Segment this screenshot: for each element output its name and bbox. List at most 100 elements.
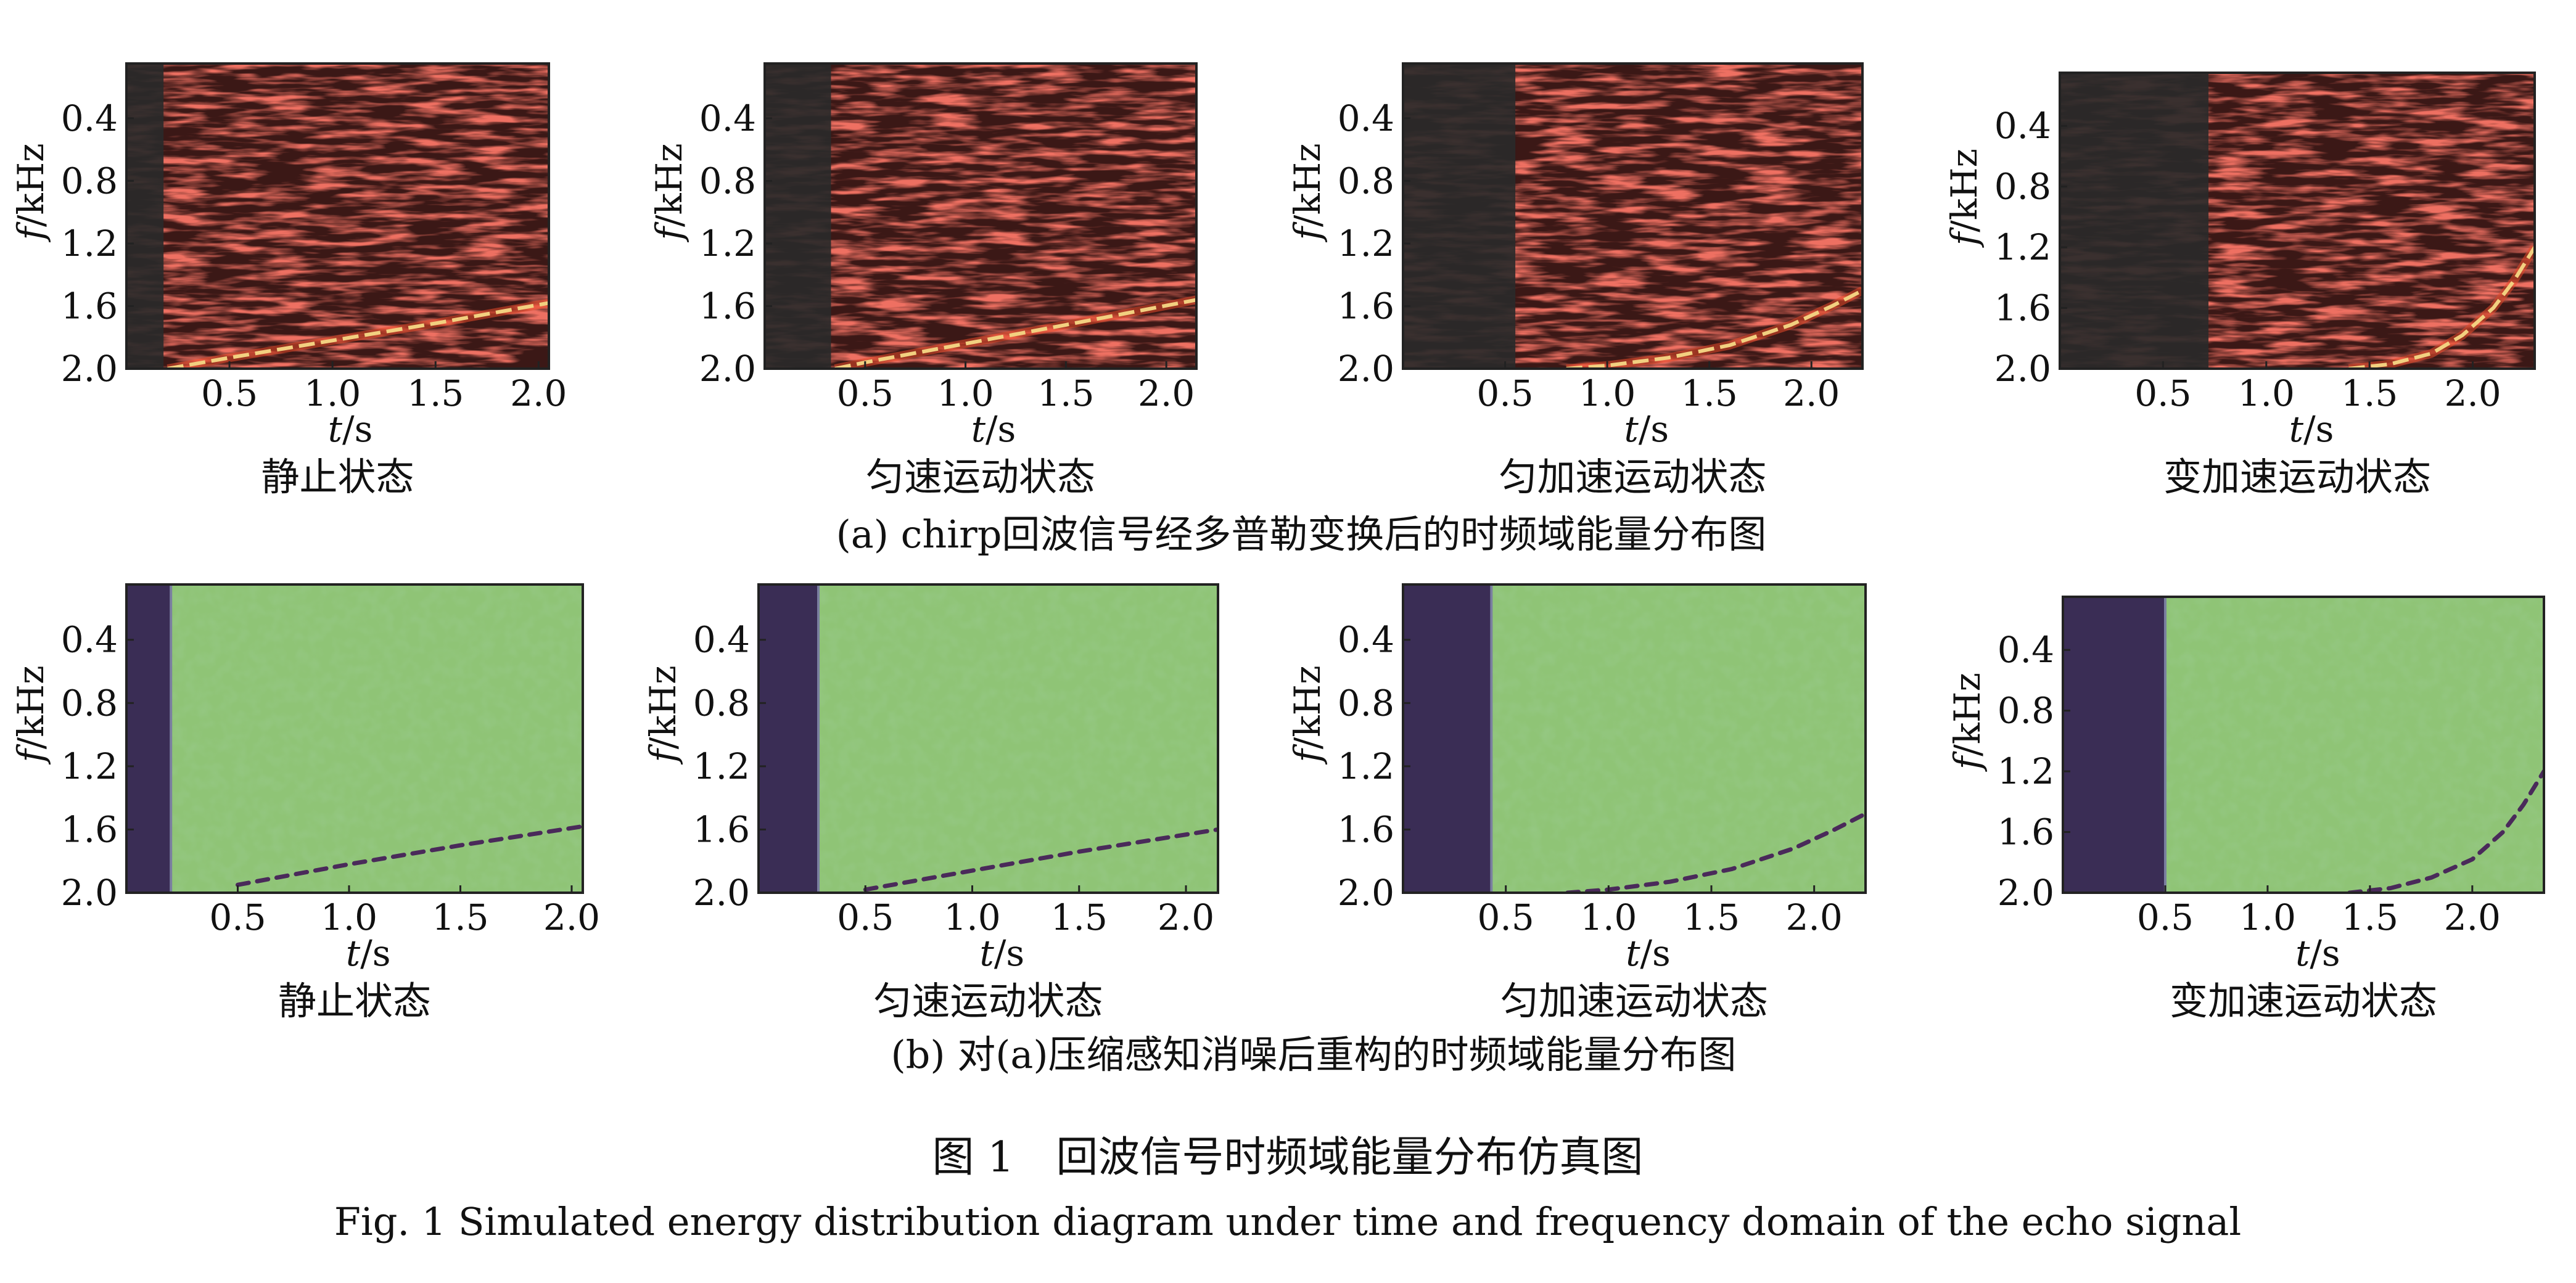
- x-axis-label: t/s: [1624, 408, 1669, 450]
- x-tick-label: 2.0: [1158, 896, 1214, 938]
- x-tick-label: 0.5: [209, 896, 266, 938]
- panel-a-3: 0.4 0.8 1.2 1.6 2.0 0.5 1.0 1.5 2.0 t/s f/kHz 匀加速运动…: [1286, 62, 1864, 499]
- y-axis-label: f/kHz: [1943, 149, 1985, 248]
- plot-frame: [2062, 596, 2545, 894]
- panel-a-1: 0.4 0.8 1.2 1.6 2.0 0.5 1.0 1.5 2.0 t/s f/kHz 静止状态: [10, 62, 567, 499]
- dark-band: [2060, 73, 2209, 369]
- y-tick-label: 0.4: [1998, 629, 2054, 671]
- plot-area: [765, 64, 1196, 369]
- y-tick-label: 2.0: [61, 348, 118, 390]
- x-tick-label: 2.0: [543, 896, 600, 938]
- x-tick-label: 0.5: [837, 896, 894, 938]
- y-tick-label: 0.8: [61, 160, 118, 202]
- dark-band: [126, 584, 171, 893]
- y-tick-label: 2.0: [1338, 348, 1394, 390]
- x-tick-label: 1.5: [1037, 372, 1094, 414]
- y-tick-label: 0.8: [61, 682, 118, 724]
- x-tick-label: 0.5: [201, 372, 258, 414]
- figure-title-cn: 图 1 回波信号时频域能量分布仿真图: [932, 1133, 1644, 1182]
- plot-area: [759, 584, 1218, 893]
- y-tick-label: 1.6: [1338, 808, 1394, 850]
- y-tick-label: 1.6: [61, 808, 118, 850]
- y-tick-label: 1.2: [1998, 750, 2054, 792]
- x-tick-label: 1.0: [321, 896, 377, 938]
- y-tick-label: 0.4: [1338, 619, 1394, 661]
- x-tick-label: 1.0: [304, 372, 361, 414]
- noise-texture: [126, 64, 549, 369]
- x-tick-label: 2.0: [1786, 896, 1843, 938]
- signal-trace: [236, 824, 583, 887]
- x-tick-label: 1.5: [407, 372, 464, 414]
- x-axis-label: t/s: [971, 408, 1016, 450]
- panel-caption: 匀速运动状态: [866, 454, 1095, 499]
- x-axis-label: t/s: [328, 408, 373, 450]
- x-tick-label: 2.0: [2444, 896, 2501, 938]
- x-tick-label: 0.5: [837, 372, 894, 414]
- x-tick-label: 1.0: [937, 372, 994, 414]
- x-tick-label: 0.5: [1476, 372, 1533, 414]
- x-tick-label: 1.0: [944, 896, 1000, 938]
- panel-a-2: 0.4 0.8 1.2 1.6 2.0 0.5 1.0 1.5 2.0 t/s f/kHz 匀速运动状…: [648, 62, 1198, 499]
- y-axis-label: f/kHz: [648, 143, 690, 242]
- y-tick-label: 2.0: [1998, 872, 2054, 914]
- plot-area: [1403, 64, 1862, 369]
- y-tick-label: 2.0: [61, 872, 118, 914]
- y-tick-label: 1.6: [1998, 811, 2054, 853]
- y-tick-label: 0.4: [1338, 97, 1394, 139]
- panel-b-2: 0.4 0.8 1.2 1.6 2.0 0.5 1.0 1.5 2.0 t/s f/kHz 匀速运动状…: [642, 583, 1219, 1023]
- y-tick-label: 0.8: [699, 160, 756, 202]
- x-tick-label: 1.5: [2341, 372, 2398, 414]
- x-axis-label: t/s: [2295, 932, 2340, 974]
- group-caption-b: (b) 对(a)压缩感知消噪后重构的时频域能量分布图: [891, 1032, 1736, 1077]
- panel-b-4: 0.4 0.8 1.2 1.6 2.0 0.5 1.0 1.5 2.0 t/s f/kHz 变加速运动…: [1946, 596, 2545, 1023]
- y-axis-label: f/kHz: [10, 143, 52, 242]
- panel-caption: 匀速运动状态: [873, 978, 1103, 1023]
- dark-band: [759, 584, 819, 893]
- x-tick-label: 2.0: [510, 372, 567, 414]
- x-tick-label: 2.0: [1138, 372, 1195, 414]
- plot-frame: [757, 583, 1219, 894]
- y-tick-label: 2.0: [1338, 872, 1394, 914]
- signal-trace: [2348, 246, 2535, 369]
- plot-area: [2063, 597, 2544, 893]
- dark-band: [1403, 64, 1516, 369]
- y-tick-label: 1.6: [693, 808, 750, 850]
- plot-frame: [125, 62, 550, 370]
- x-axis-label: t/s: [1626, 932, 1671, 974]
- dark-band: [126, 64, 164, 369]
- y-tick-label: 0.8: [1998, 690, 2054, 732]
- x-axis-label: t/s: [2289, 408, 2334, 450]
- x-axis-label: t/s: [980, 932, 1025, 974]
- y-tick-label: 1.2: [1338, 223, 1394, 264]
- y-tick-label: 0.4: [1994, 105, 2051, 147]
- plot-area: [126, 584, 583, 893]
- panel-caption: 匀加速运动状态: [1500, 978, 1768, 1023]
- signal-trace: [167, 301, 549, 369]
- y-tick-label: 1.2: [1994, 226, 2051, 268]
- plot-area: [1403, 584, 1866, 893]
- dark-band: [765, 64, 831, 369]
- panel-caption: 变加速运动状态: [2163, 454, 2431, 499]
- x-tick-label: 1.5: [2342, 896, 2398, 938]
- y-axis-label: f/kHz: [1946, 673, 1988, 772]
- y-axis-label: f/kHz: [1286, 665, 1328, 764]
- panel-caption: 变加速运动状态: [2170, 978, 2437, 1023]
- x-tick-label: 2.0: [1783, 372, 1840, 414]
- signal-trace: [1566, 289, 1862, 369]
- noise-texture: [126, 584, 583, 893]
- plot-area: [2060, 73, 2535, 369]
- y-tick-label: 0.4: [61, 619, 118, 661]
- y-tick-label: 1.6: [699, 285, 756, 327]
- y-tick-label: 2.0: [699, 348, 756, 390]
- panel-b-3: 0.4 0.8 1.2 1.6 2.0 0.5 1.0 1.5 2.0 t/s f/kHz 匀加速运动…: [1286, 583, 1867, 1023]
- plot-frame: [2059, 72, 2536, 370]
- x-tick-label: 0.5: [2134, 372, 2191, 414]
- panel-b-1: 0.4 0.8 1.2 1.6 2.0 0.5 1.0 1.5 2.0 t/s f/kHz 静止状态: [10, 583, 600, 1023]
- y-tick-label: 2.0: [693, 872, 750, 914]
- dark-band: [1403, 584, 1492, 893]
- signal-trace: [863, 827, 1218, 892]
- y-tick-label: 2.0: [1994, 348, 2051, 390]
- y-axis-label: f/kHz: [1286, 143, 1328, 242]
- y-tick-label: 1.6: [61, 285, 118, 327]
